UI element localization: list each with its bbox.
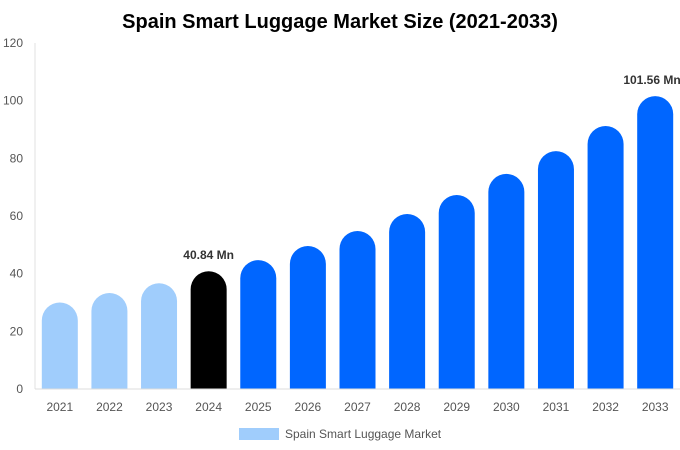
bar-2022[interactable] xyxy=(91,292,128,389)
chart-title: Spain Smart Luggage Market Size (2021-20… xyxy=(122,11,558,33)
bar-2021[interactable] xyxy=(41,302,78,389)
x-tick-label: 2021 xyxy=(46,400,73,414)
bar-2032[interactable] xyxy=(587,126,624,390)
y-tick-label: 80 xyxy=(10,151,24,165)
data-label-2024: 40.84 Mn xyxy=(183,248,234,262)
bar-2028[interactable] xyxy=(389,213,426,389)
y-tick-label: 100 xyxy=(3,94,23,108)
x-tick-label: 2032 xyxy=(592,400,619,414)
x-tick-label: 2028 xyxy=(394,400,421,414)
x-tick-label: 2026 xyxy=(295,400,322,414)
bars xyxy=(41,96,674,390)
x-axis: 2021 2022 2023 2024 2025 2026 2027 2028 2029 2030… xyxy=(35,388,680,414)
y-tick-label: 40 xyxy=(10,267,24,281)
y-tick-label: 0 xyxy=(16,382,23,396)
x-tick-label: 2029 xyxy=(443,400,470,414)
bar-2024[interactable] xyxy=(190,271,227,389)
y-tick-label: 120 xyxy=(3,36,23,50)
bar-2031[interactable] xyxy=(537,151,574,389)
bar-2033[interactable] xyxy=(637,96,674,389)
x-tick-label: 2027 xyxy=(344,400,371,414)
x-tick-label: 2031 xyxy=(543,400,570,414)
y-tick-label: 20 xyxy=(10,324,24,338)
bar-2025[interactable] xyxy=(240,260,277,389)
data-label-2033: 101.56 Mn xyxy=(623,73,680,87)
bar-2023[interactable] xyxy=(141,283,178,389)
bar-2029[interactable] xyxy=(438,194,475,389)
legend-swatch xyxy=(239,428,279,440)
x-tick-label: 2033 xyxy=(642,400,669,414)
x-tick-label: 2022 xyxy=(96,400,123,414)
y-axis: 0 20 40 60 80 100 120 xyxy=(3,36,36,396)
bar-2027[interactable] xyxy=(339,230,376,389)
bar-2026[interactable] xyxy=(289,245,326,389)
x-tick-label: 2025 xyxy=(245,400,272,414)
legend-label: Spain Smart Luggage Market xyxy=(285,427,442,441)
x-tick-label: 2023 xyxy=(146,400,173,414)
data-labels: 40.84 Mn 101.56 Mn xyxy=(183,73,680,262)
legend[interactable]: Spain Smart Luggage Market xyxy=(239,427,442,441)
x-tick-label: 2030 xyxy=(493,400,520,414)
bar-2030[interactable] xyxy=(488,173,525,389)
x-tick-label: 2024 xyxy=(195,400,222,414)
y-tick-label: 60 xyxy=(10,209,24,223)
